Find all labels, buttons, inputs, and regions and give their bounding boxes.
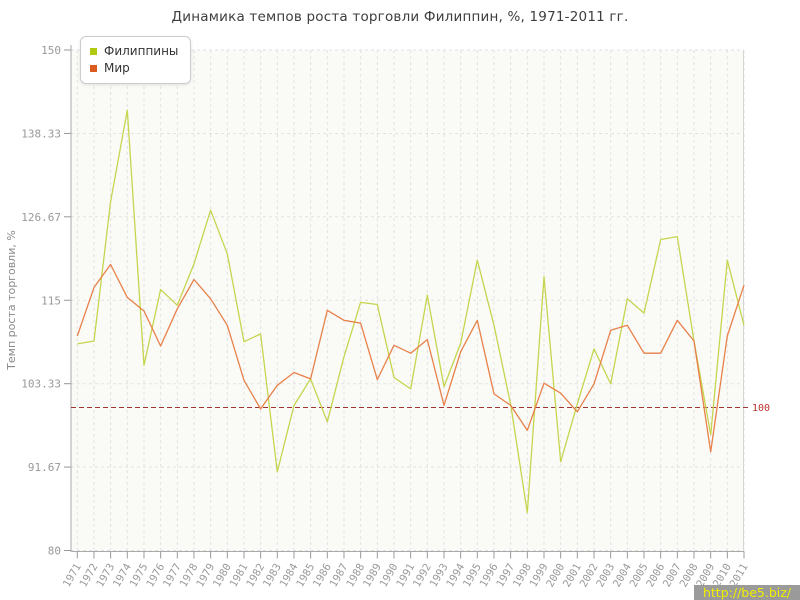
legend-label-philippines: Филиппины	[104, 44, 179, 58]
series-line-world	[76, 263, 745, 453]
legend: Филиппины Мир	[80, 36, 192, 84]
svg-text:100: 100	[752, 403, 770, 414]
series-line-philippines	[77, 109, 745, 514]
svg-text:103.33: 103.33	[21, 378, 61, 391]
gridlines	[71, 49, 745, 551]
legend-item-philippines: Филиппины	[90, 43, 178, 60]
svg-text:126.67: 126.67	[21, 211, 61, 224]
svg-text:150: 150	[41, 44, 61, 57]
legend-label-world: Мир	[104, 61, 130, 75]
svg-text:138.33: 138.33	[21, 127, 61, 140]
x-tick-labels: 1971197219731974197519761977197819791980…	[61, 562, 751, 590]
y-tick-labels: 150 138.33 126.67 115 103.33 91.67 80	[21, 44, 61, 558]
reference-line-100: 100	[71, 403, 770, 414]
tick-marks	[64, 49, 745, 559]
world-series-swatch	[90, 65, 97, 72]
watermark-link[interactable]: http://be5.biz/	[694, 585, 800, 600]
chart-title: Динамика темпов роста торговли Филиппин,…	[171, 9, 629, 25]
svg-text:80: 80	[48, 545, 61, 558]
svg-text:91.67: 91.67	[28, 461, 61, 474]
svg-text:115: 115	[41, 294, 61, 307]
philippines-series-swatch	[90, 48, 97, 55]
legend-item-world: Мир	[90, 60, 178, 77]
